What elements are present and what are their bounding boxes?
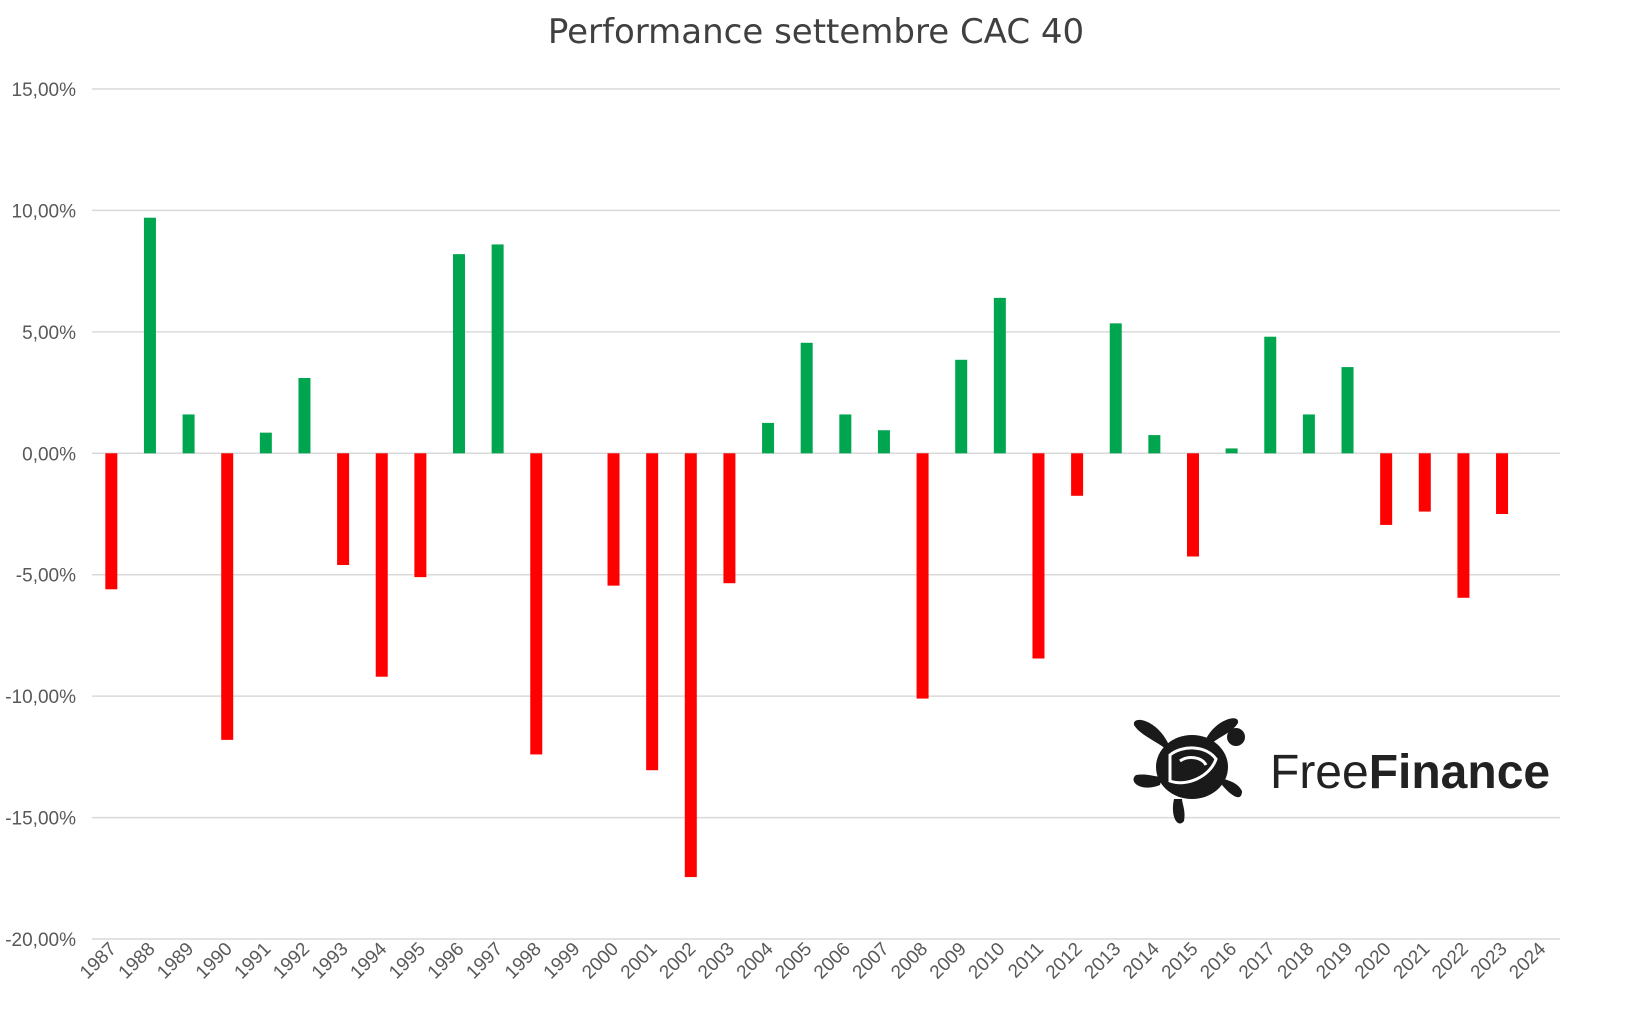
x-tick-label: 2018 bbox=[1274, 939, 1319, 984]
bar-2012 bbox=[1071, 453, 1084, 496]
bar-2004 bbox=[762, 422, 775, 454]
turtle-icon bbox=[1133, 718, 1245, 824]
x-tick-label: 1995 bbox=[385, 939, 430, 984]
x-tick-label: 1999 bbox=[540, 939, 585, 984]
x-tick-label: 1998 bbox=[501, 939, 546, 984]
bar-2009 bbox=[955, 359, 968, 454]
x-tick-label: 2024 bbox=[1505, 938, 1550, 983]
bar-2021 bbox=[1418, 453, 1431, 512]
x-tick-label: 2009 bbox=[926, 939, 971, 984]
x-tick-label: 2015 bbox=[1158, 939, 1203, 984]
y-tick-label: 0,00% bbox=[22, 444, 76, 465]
y-tick-label: -5,00% bbox=[16, 566, 76, 587]
x-tick-label: 2004 bbox=[733, 938, 778, 983]
bar-2019 bbox=[1341, 367, 1354, 454]
x-tick-label: 2022 bbox=[1428, 939, 1473, 984]
x-tick-label: 2001 bbox=[617, 939, 662, 984]
bar-2000 bbox=[607, 453, 620, 586]
bar-2014 bbox=[1148, 435, 1161, 454]
bar-1995 bbox=[414, 453, 427, 578]
bar-2022 bbox=[1457, 453, 1470, 598]
x-tick-label: 1989 bbox=[153, 939, 198, 984]
x-tick-label: 2002 bbox=[656, 939, 701, 984]
x-tick-label: 2017 bbox=[1235, 939, 1280, 984]
bar-2015 bbox=[1187, 453, 1199, 557]
chart-title: Performance settembre CAC 40 bbox=[547, 12, 1085, 52]
x-tick-label: 2005 bbox=[771, 939, 816, 984]
bar-2013 bbox=[1109, 323, 1122, 454]
x-tick-label: 2012 bbox=[1042, 939, 1087, 984]
x-tick-label: 2021 bbox=[1390, 939, 1435, 984]
bar-2017 bbox=[1264, 336, 1277, 454]
bar-2011 bbox=[1032, 453, 1045, 659]
bar-1987 bbox=[105, 453, 118, 590]
bar-2002 bbox=[684, 453, 697, 878]
x-tick-label: 1997 bbox=[462, 939, 507, 984]
y-axis-tick-labels: 15,00% 10,00% 5,00% 0,00% -5,00% -10,00% -15,0… bbox=[5, 80, 76, 951]
freefinance-logo: FreeFinance bbox=[1130, 715, 1590, 830]
y-tick-label: -15,00% bbox=[5, 809, 76, 830]
y-tick-label: 15,00% bbox=[12, 80, 77, 101]
x-axis-tick-labels: 1987198819891990199119921993199419951996… bbox=[76, 938, 1550, 983]
x-tick-label: 1991 bbox=[231, 939, 276, 984]
x-tick-label: 2020 bbox=[1351, 939, 1396, 984]
y-tick-label: 10,00% bbox=[12, 201, 77, 222]
x-tick-label: 2006 bbox=[810, 939, 855, 984]
bar-2020 bbox=[1380, 453, 1393, 525]
bar-1998 bbox=[530, 453, 543, 755]
bar-2008 bbox=[916, 453, 929, 699]
bar-1989 bbox=[182, 414, 195, 454]
bar-2007 bbox=[877, 430, 890, 454]
bar-2023 bbox=[1496, 453, 1509, 514]
bar-1991 bbox=[259, 432, 272, 454]
bar-1996 bbox=[453, 254, 465, 454]
bars bbox=[105, 217, 1509, 878]
bar-2001 bbox=[646, 453, 659, 771]
x-tick-label: 2000 bbox=[578, 939, 623, 984]
bar-2010 bbox=[993, 297, 1006, 454]
bar-2005 bbox=[800, 342, 813, 454]
x-tick-label: 2010 bbox=[965, 939, 1010, 984]
bar-1988 bbox=[143, 217, 156, 454]
y-tick-label: -20,00% bbox=[5, 930, 76, 951]
x-tick-label: 2011 bbox=[1004, 939, 1048, 983]
x-tick-label: 1990 bbox=[192, 939, 237, 984]
x-tick-label: 2008 bbox=[887, 939, 932, 984]
x-tick-label: 2023 bbox=[1467, 939, 1512, 984]
x-tick-label: 2019 bbox=[1312, 939, 1357, 984]
x-tick-label: 2016 bbox=[1196, 939, 1241, 984]
x-tick-label: 1988 bbox=[115, 939, 160, 984]
bar-1997 bbox=[491, 244, 504, 454]
bar-2016 bbox=[1225, 448, 1238, 454]
logo-word-free: Free bbox=[1270, 746, 1369, 799]
bar-1993 bbox=[337, 453, 350, 565]
bar-2018 bbox=[1302, 414, 1315, 454]
bar-2003 bbox=[723, 453, 736, 584]
x-tick-label: 2013 bbox=[1081, 939, 1126, 984]
grid-lines bbox=[92, 88, 1560, 940]
bar-1990 bbox=[221, 453, 234, 740]
logo-wordmark: FreeFinance bbox=[1270, 745, 1550, 800]
x-tick-label: 1992 bbox=[269, 939, 314, 984]
y-tick-label: 5,00% bbox=[22, 323, 76, 344]
y-tick-label: -10,00% bbox=[5, 687, 76, 708]
x-tick-label: 1996 bbox=[424, 939, 469, 984]
x-tick-label: 2007 bbox=[849, 939, 894, 984]
x-tick-label: 1987 bbox=[76, 939, 121, 984]
bar-2006 bbox=[839, 414, 852, 454]
x-tick-label: 2014 bbox=[1119, 938, 1164, 983]
logo-word-finance: Finance bbox=[1368, 746, 1551, 799]
x-tick-label: 2003 bbox=[694, 939, 739, 984]
x-tick-label: 1993 bbox=[308, 939, 353, 984]
bar-1992 bbox=[298, 378, 311, 454]
x-tick-label: 1994 bbox=[347, 938, 392, 983]
bar-1994 bbox=[375, 453, 388, 677]
